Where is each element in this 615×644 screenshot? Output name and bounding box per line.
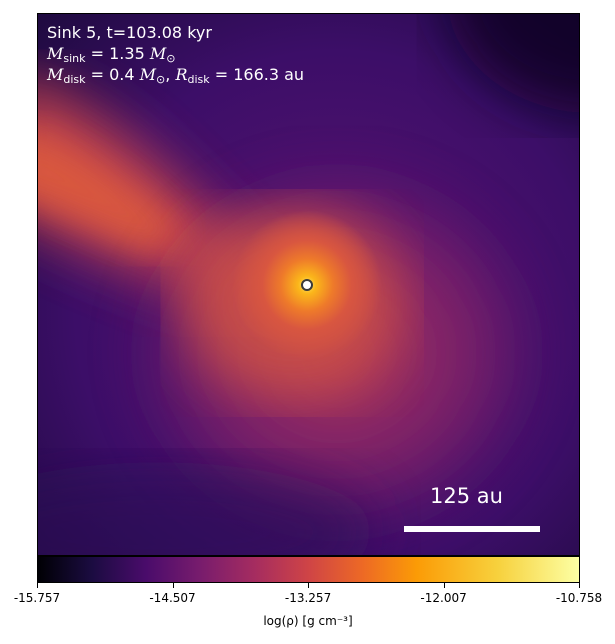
colorbar-tick [172,583,174,588]
colorbar-label: log(ρ) [g cm⁻³] [263,614,353,628]
colorbar-tick [443,583,445,588]
msink-symbol: M [47,44,64,63]
mdisk-sub: disk [63,73,86,86]
colorbar-tick-label: -14.507 [149,591,196,605]
rdisk-symbol: R [175,65,188,84]
disk-annotation: Mdisk = 0.4 M⊙, Rdisk = 166.3 au [47,65,305,86]
density-panel: Sink 5, t=103.08 kyr Msink = 1.35 M⊙ Mdi… [37,13,580,556]
msink-value: = 1.35 [90,44,145,63]
mdisk-symbol: M [47,65,64,84]
msun-symbol: M [149,44,167,63]
sink-mass-annotation: Msink = 1.35 M⊙ [47,43,175,69]
msun-symbol-2: M [139,65,157,84]
rdisk-unit: au [284,65,305,84]
colorbar-tick [308,583,310,588]
colorbar-tick-label: -12.007 [420,591,467,605]
colorbar-tick-label: -15.757 [13,591,61,605]
scalebar-label: 125 au [430,484,503,508]
colorbar-tick [37,583,38,588]
scalebar-line [404,526,540,532]
colorbar [37,556,580,583]
colorbar-tick-label: -13.257 [284,591,332,605]
msun-sub: ⊙ [166,52,176,65]
sink-time-label: Sink 5, t=103.08 kyr [47,23,212,42]
density-map [38,14,579,555]
mdisk-value: = 0.4 [90,65,135,84]
colorbar-tick [579,583,580,588]
title-annotation: Sink 5, t=103.08 kyr [47,22,212,43]
rdisk-value: = 166.3 [214,65,280,84]
colorbar-tick-label: -10.758 [555,591,603,605]
rdisk-sub: disk [187,73,210,86]
sink-marker [301,279,313,291]
msun-sub-2: ⊙ [156,73,166,86]
msink-sub: sink [63,52,86,65]
